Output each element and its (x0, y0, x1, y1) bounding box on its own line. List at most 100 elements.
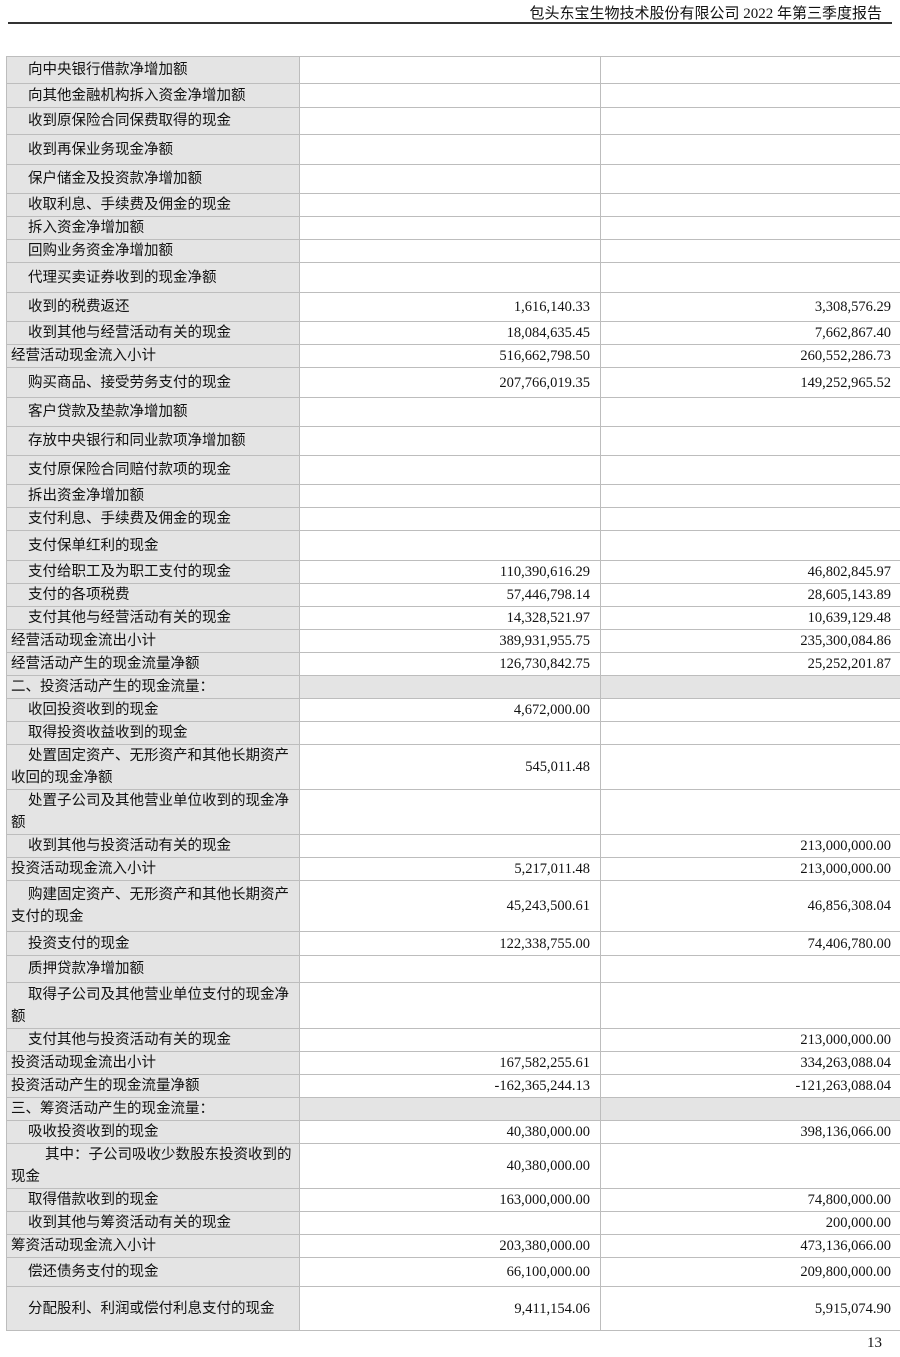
current-period-value: 167,582,255.61 (299, 1051, 601, 1075)
table-row: 取得投资收益收到的现金 (6, 721, 900, 745)
table-row: 拆入资金净增加额 (6, 216, 900, 240)
current-period-value (299, 982, 601, 1029)
row-label: 向中央银行借款净增加额 (6, 56, 300, 84)
prior-period-value: 10,639,129.48 (600, 606, 900, 630)
current-period-value: -162,365,244.13 (299, 1074, 601, 1098)
prior-period-value: 334,263,088.04 (600, 1051, 900, 1075)
current-period-value: 207,766,019.35 (299, 367, 601, 398)
table-row: 收到再保业务现金净额 (6, 134, 900, 165)
prior-period-value (600, 193, 900, 217)
current-period-value: 516,662,798.50 (299, 344, 601, 368)
current-period-value (299, 397, 601, 427)
row-label: 收回投资收到的现金 (6, 698, 300, 722)
prior-period-value (600, 239, 900, 263)
current-period-value: 122,338,755.00 (299, 931, 601, 956)
row-label: 购买商品、接受劳务支付的现金 (6, 367, 300, 398)
cash-flow-table: 向中央银行借款净增加额 向其他金融机构拆入资金净增加额 收到原保险合同保费取得的现金… (6, 56, 900, 1331)
row-label: 投资活动产生的现金流量净额 (6, 1074, 300, 1098)
current-period-value: 5,217,011.48 (299, 857, 601, 881)
prior-period-value (600, 507, 900, 531)
prior-period-value (600, 262, 900, 293)
row-label: 收到其他与经营活动有关的现金 (6, 321, 300, 345)
row-label: 客户贷款及垫款净增加额 (6, 397, 300, 427)
table-row: 支付其他与投资活动有关的现金 213,000,000.00 (6, 1028, 900, 1052)
row-label: 支付其他与经营活动有关的现金 (6, 606, 300, 630)
row-label: 处置固定资产、无形资产和其他长期资产收回的现金净额 (6, 744, 300, 790)
table-row: 存放中央银行和同业款项净增加额 (6, 426, 900, 456)
table-row: 处置子公司及其他营业单位收到的现金净额 (6, 789, 900, 835)
table-row: 收取利息、手续费及佣金的现金 (6, 193, 900, 217)
section-header-row: 三、筹资活动产生的现金流量： (6, 1097, 900, 1121)
current-period-value (299, 721, 601, 745)
row-label: 收到原保险合同保费取得的现金 (6, 107, 300, 135)
prior-period-value: 213,000,000.00 (600, 834, 900, 858)
prior-period-value: 213,000,000.00 (600, 1028, 900, 1052)
current-period-value: 110,390,616.29 (299, 560, 601, 584)
table-row: 处置固定资产、无形资产和其他长期资产收回的现金净额 545,011.48 (6, 744, 900, 790)
current-period-value (299, 262, 601, 293)
current-period-value (299, 1211, 601, 1235)
table-row: 投资活动产生的现金流量净额 -162,365,244.13 -121,263,088… (6, 1074, 900, 1098)
prior-period-value (600, 216, 900, 240)
row-label: 拆入资金净增加额 (6, 216, 300, 240)
table-row: 其中：子公司吸收少数股东投资收到的现金 40,380,000.00 (6, 1143, 900, 1189)
current-period-value (299, 955, 601, 983)
row-label: 取得借款收到的现金 (6, 1188, 300, 1212)
current-period-value (299, 530, 601, 561)
row-label: 二、投资活动产生的现金流量： (6, 675, 300, 699)
current-period-value: 4,672,000.00 (299, 698, 601, 722)
current-period-value: 40,380,000.00 (299, 1143, 601, 1189)
prior-period-value (600, 107, 900, 135)
row-label: 拆出资金净增加额 (6, 484, 300, 508)
row-label: 投资支付的现金 (6, 931, 300, 956)
current-period-value (299, 789, 601, 835)
current-period-value (299, 56, 601, 84)
table-row: 支付其他与经营活动有关的现金 14,328,521.97 10,639,129.48 (6, 606, 900, 630)
table-row: 取得借款收到的现金 163,000,000.00 74,800,000.00 (6, 1188, 900, 1212)
prior-period-value (600, 789, 900, 835)
prior-period-value (600, 56, 900, 84)
table-row: 拆出资金净增加额 (6, 484, 900, 508)
prior-period-value (600, 397, 900, 427)
row-label: 其中：子公司吸收少数股东投资收到的现金 (6, 1143, 300, 1189)
prior-period-value (600, 982, 900, 1029)
row-label: 支付其他与投资活动有关的现金 (6, 1028, 300, 1052)
current-period-value: 18,084,635.45 (299, 321, 601, 345)
prior-period-value (600, 134, 900, 165)
prior-period-value: 149,252,965.52 (600, 367, 900, 398)
current-period-value: 389,931,955.75 (299, 629, 601, 653)
table-row: 客户贷款及垫款净增加额 (6, 397, 900, 427)
current-period-value (299, 675, 601, 699)
row-label: 存放中央银行和同业款项净增加额 (6, 426, 300, 456)
row-label: 处置子公司及其他营业单位收到的现金净额 (6, 789, 300, 835)
prior-period-value: 473,136,066.00 (600, 1234, 900, 1258)
prior-period-value (600, 721, 900, 745)
row-label: 代理买卖证券收到的现金净额 (6, 262, 300, 293)
row-label: 保户储金及投资款净增加额 (6, 164, 300, 194)
table-row: 保户储金及投资款净增加额 (6, 164, 900, 194)
table-row: 取得子公司及其他营业单位支付的现金净额 (6, 982, 900, 1029)
prior-period-value: 398,136,066.00 (600, 1120, 900, 1144)
table-row: 筹资活动现金流入小计 203,380,000.00 473,136,066.00 (6, 1234, 900, 1258)
current-period-value (299, 426, 601, 456)
table-row: 投资支付的现金 122,338,755.00 74,406,780.00 (6, 931, 900, 956)
prior-period-value (600, 455, 900, 485)
row-label: 经营活动现金流入小计 (6, 344, 300, 368)
table-row: 购建固定资产、无形资产和其他长期资产支付的现金 45,243,500.61 46,8… (6, 880, 900, 932)
table-row: 支付原保险合同赔付款项的现金 (6, 455, 900, 485)
current-period-value (299, 484, 601, 508)
row-label: 取得子公司及其他营业单位支付的现金净额 (6, 982, 300, 1029)
report-header-title: 包头东宝生物技术股份有限公司 2022 年第三季度报告 (529, 6, 882, 22)
row-label: 质押贷款净增加额 (6, 955, 300, 983)
current-period-value: 45,243,500.61 (299, 880, 601, 932)
prior-period-value: 46,802,845.97 (600, 560, 900, 584)
row-label: 吸收投资收到的现金 (6, 1120, 300, 1144)
current-period-value: 203,380,000.00 (299, 1234, 601, 1258)
current-period-value (299, 164, 601, 194)
page-number: 13 (867, 1335, 882, 1351)
current-period-value (299, 193, 601, 217)
table-row: 质押贷款净增加额 (6, 955, 900, 983)
row-label: 收到再保业务现金净额 (6, 134, 300, 165)
row-label: 支付保单红利的现金 (6, 530, 300, 561)
current-period-value (299, 1097, 601, 1121)
